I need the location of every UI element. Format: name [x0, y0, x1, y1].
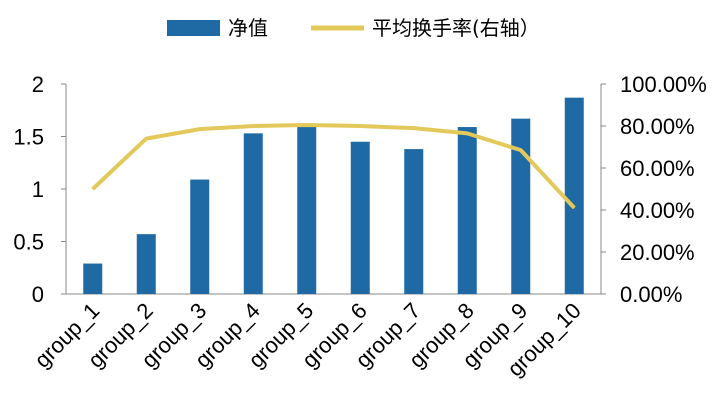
turnover-point-group_9 [520, 149, 522, 151]
y-right-tick-label: 40.00% [620, 198, 695, 223]
y-right-tick-label: 100.00% [620, 72, 707, 97]
legend-label-bar: 净值 [228, 16, 268, 40]
bar-group_8 [457, 127, 477, 294]
bar-group_1 [83, 263, 103, 294]
y-left-tick-label: 1 [32, 177, 44, 202]
legend: 净值 平均换手率(右轴） [167, 16, 540, 40]
y-left-tick-label: 0.5 [13, 230, 44, 255]
y-right-tick-label: 0.00% [620, 282, 682, 307]
bar-group_3 [190, 179, 210, 294]
y-right-tick-label: 80.00% [620, 114, 695, 139]
turnover-point-group_4 [252, 125, 254, 127]
turnover-point-group_6 [359, 125, 361, 127]
bar-group_4 [243, 133, 263, 294]
turnover-point-group_7 [413, 127, 415, 129]
bar-group_6 [350, 141, 370, 294]
bar-group_9 [511, 118, 531, 295]
turnover-point-group_1 [92, 188, 94, 190]
legend-swatch-bar [167, 20, 220, 36]
turnover-line [91, 122, 576, 210]
y-left-tick-label: 1.5 [13, 125, 44, 150]
y-left-tick-label: 0 [32, 282, 44, 307]
turnover-point-group_10 [573, 207, 575, 209]
bar-group_10 [564, 97, 584, 295]
turnover-point-group_2 [145, 138, 147, 140]
bar-group_2 [136, 234, 156, 294]
y-right-tick-label: 20.00% [620, 240, 695, 265]
turnover-point-group_5 [306, 124, 308, 126]
bar-group_5 [297, 126, 317, 294]
turnover-point-group_3 [199, 128, 201, 130]
legend-label-line: 平均换手率(右轴） [372, 16, 540, 40]
bar-group_7 [404, 149, 424, 294]
turnover-point-group_8 [466, 132, 468, 134]
y-right-tick-label: 60.00% [620, 156, 695, 181]
y-left-tick-label: 2 [32, 72, 44, 97]
